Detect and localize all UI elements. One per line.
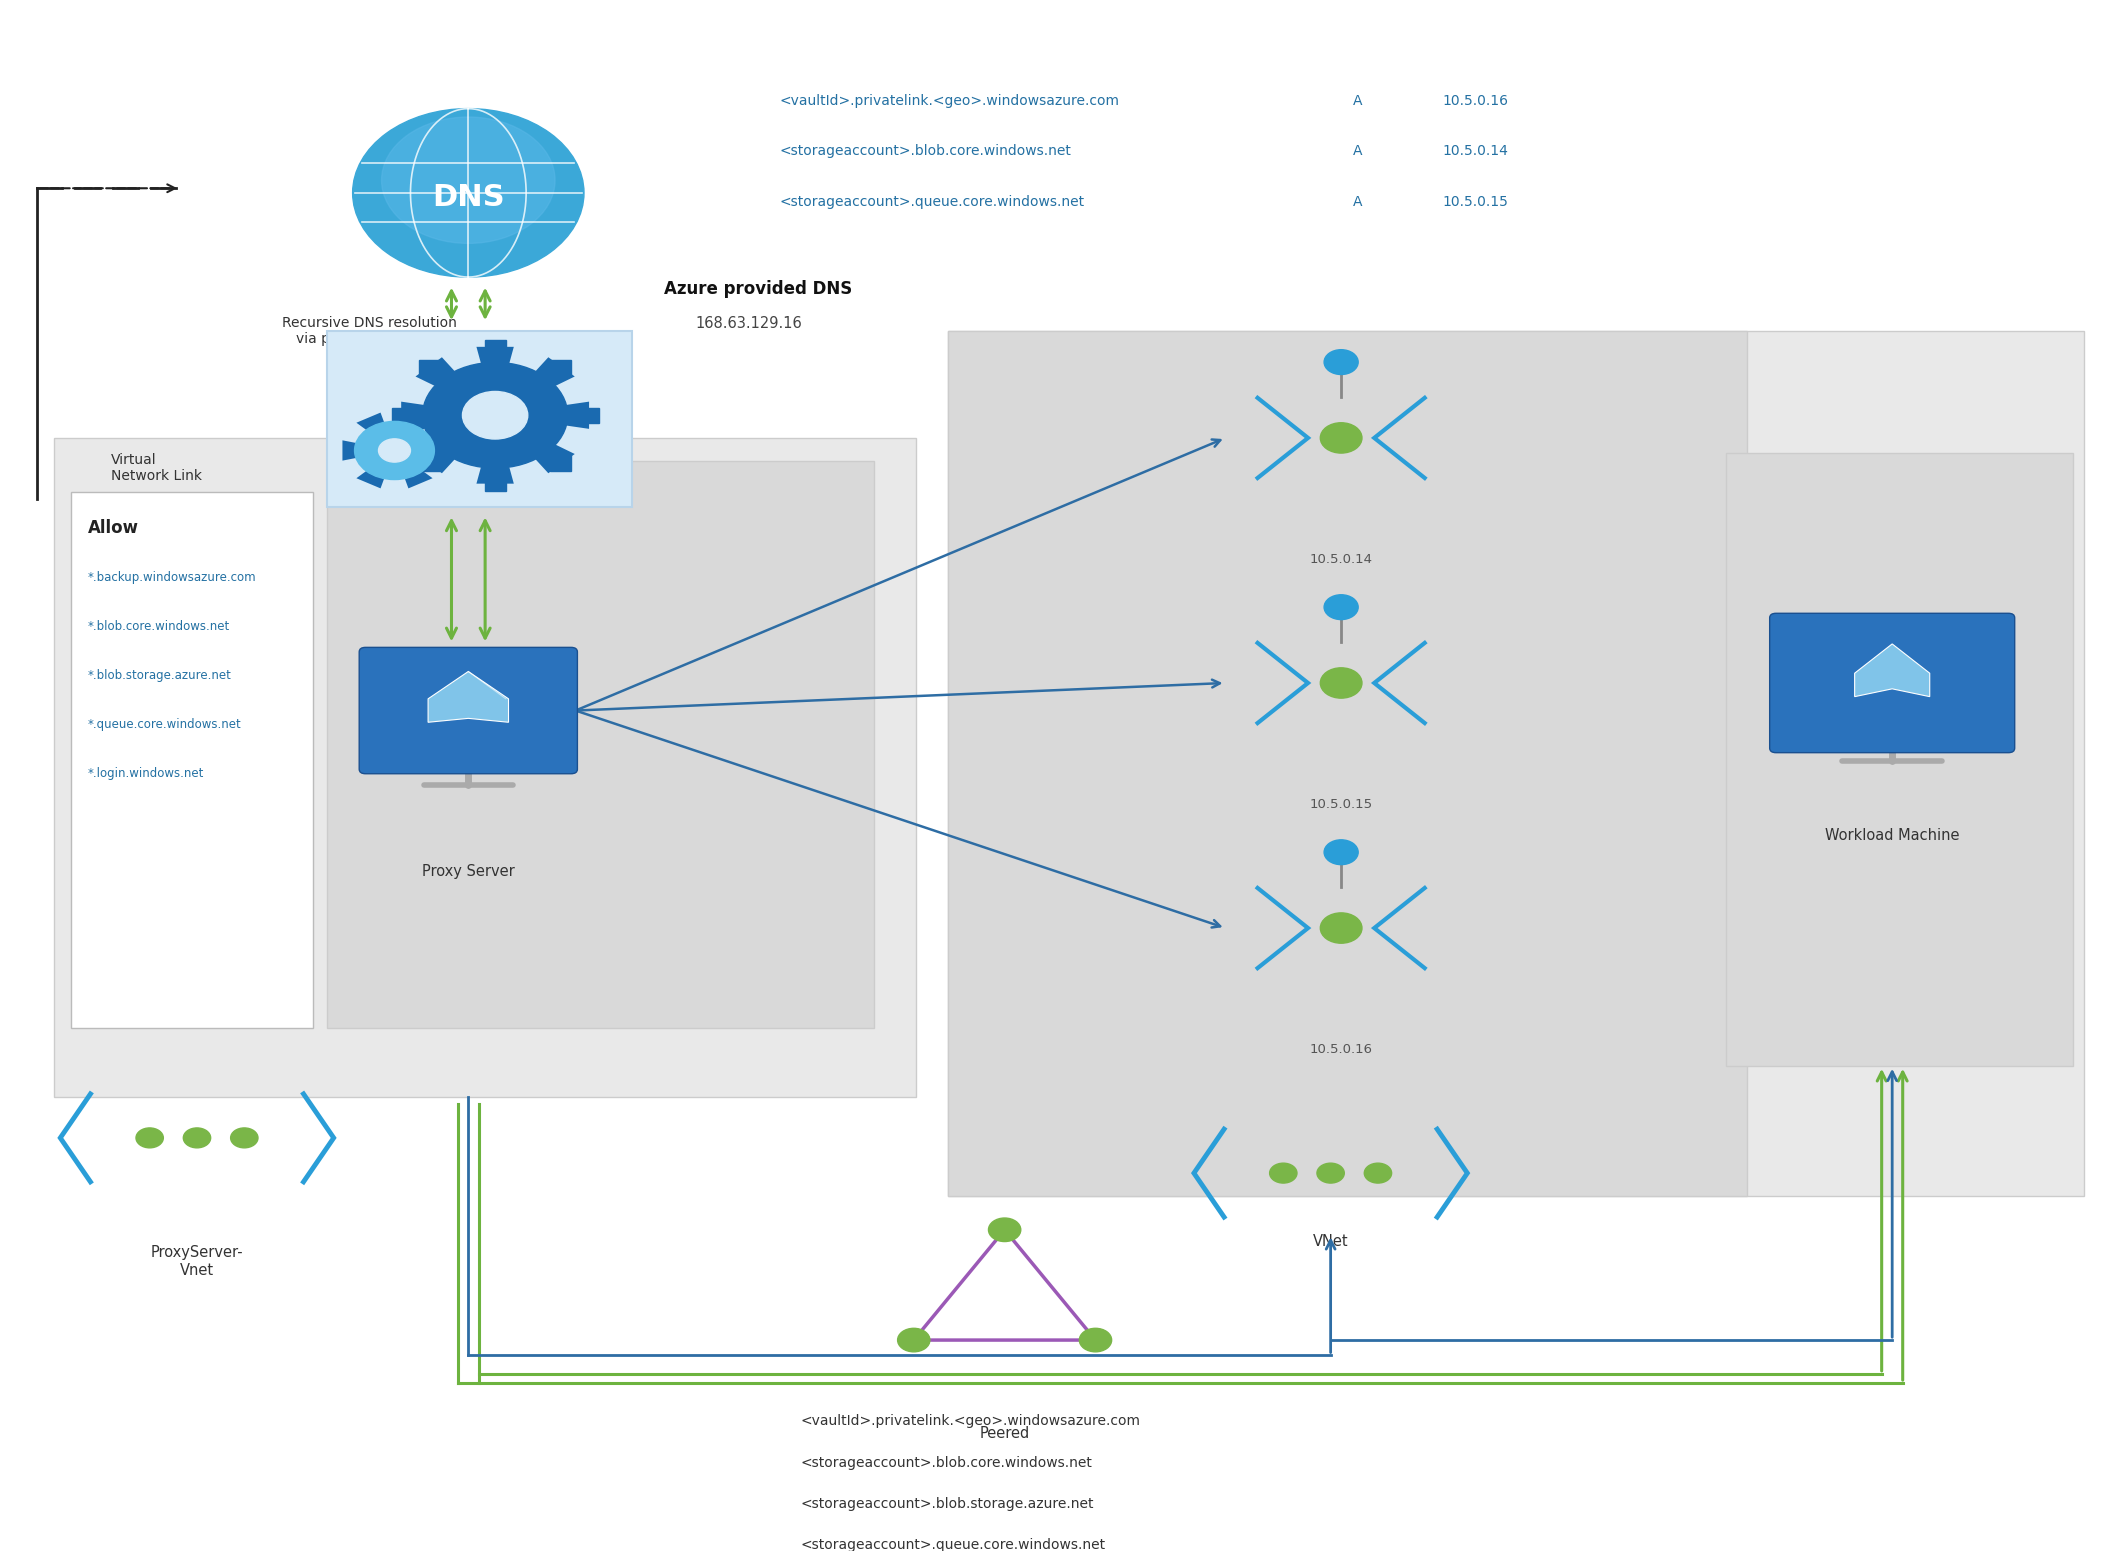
- Text: <storageaccount>.queue.core.windows.net: <storageaccount>.queue.core.windows.net: [800, 1539, 1106, 1551]
- FancyBboxPatch shape: [360, 647, 577, 774]
- Text: A: A: [1354, 144, 1363, 158]
- Circle shape: [1325, 349, 1358, 374]
- Bar: [392, 408, 413, 423]
- Polygon shape: [404, 413, 432, 430]
- Text: VNet: VNet: [1312, 1235, 1348, 1250]
- Polygon shape: [476, 467, 514, 484]
- FancyBboxPatch shape: [326, 330, 632, 507]
- FancyBboxPatch shape: [55, 437, 916, 1097]
- Circle shape: [354, 422, 434, 479]
- Circle shape: [1080, 1328, 1112, 1352]
- Text: DNS: DNS: [432, 183, 505, 211]
- Circle shape: [463, 391, 529, 439]
- FancyBboxPatch shape: [1769, 613, 2015, 752]
- Polygon shape: [404, 472, 432, 489]
- Polygon shape: [535, 357, 575, 386]
- Text: A: A: [1354, 195, 1363, 209]
- Polygon shape: [400, 402, 423, 430]
- Bar: [550, 360, 571, 375]
- Circle shape: [379, 439, 411, 462]
- Bar: [419, 360, 440, 375]
- Circle shape: [1325, 594, 1358, 619]
- Text: ProxyServer-
Vnet: ProxyServer- Vnet: [152, 1245, 244, 1278]
- Text: 10.5.0.14: 10.5.0.14: [1443, 144, 1508, 158]
- Bar: [484, 340, 505, 355]
- Text: *.login.windows.net: *.login.windows.net: [88, 768, 204, 780]
- Text: 168.63.129.16: 168.63.129.16: [695, 315, 802, 330]
- Text: <storageaccount>.queue.core.windows.net: <storageaccount>.queue.core.windows.net: [779, 195, 1085, 209]
- Circle shape: [381, 116, 556, 244]
- Text: Proxy Server: Proxy Server: [421, 864, 514, 879]
- Text: <storageaccount>.blob.storage.azure.net: <storageaccount>.blob.storage.azure.net: [800, 1497, 1095, 1511]
- Text: <vaultId>.privatelink.<geo>.windowsazure.com: <vaultId>.privatelink.<geo>.windowsazure…: [800, 1415, 1141, 1428]
- Text: Azure provided DNS: Azure provided DNS: [663, 281, 853, 298]
- Text: Workload Machine: Workload Machine: [1826, 828, 1959, 844]
- Polygon shape: [535, 445, 575, 473]
- FancyBboxPatch shape: [326, 461, 874, 1028]
- Circle shape: [1270, 1163, 1297, 1183]
- Polygon shape: [343, 440, 356, 461]
- Circle shape: [232, 1128, 257, 1148]
- Polygon shape: [415, 357, 455, 386]
- Polygon shape: [567, 402, 590, 430]
- Text: <vaultId>.privatelink.<geo>.windowsazure.com: <vaultId>.privatelink.<geo>.windowsazure…: [779, 95, 1120, 109]
- Circle shape: [1320, 914, 1363, 943]
- Text: Virtual
Network Link: Virtual Network Link: [112, 453, 202, 484]
- Text: A: A: [1354, 95, 1363, 109]
- Text: *.blob.core.windows.net: *.blob.core.windows.net: [88, 620, 230, 633]
- Bar: [577, 408, 598, 423]
- Text: Recursive DNS resolution
via private DNS zone: Recursive DNS resolution via private DNS…: [282, 315, 457, 346]
- Circle shape: [897, 1328, 931, 1352]
- Circle shape: [137, 1128, 164, 1148]
- Circle shape: [1316, 1163, 1344, 1183]
- Bar: [484, 475, 505, 490]
- Text: *.blob.storage.azure.net: *.blob.storage.azure.net: [88, 668, 232, 682]
- Text: *.queue.core.windows.net: *.queue.core.windows.net: [88, 718, 242, 731]
- Circle shape: [423, 363, 569, 468]
- FancyBboxPatch shape: [948, 330, 1748, 1196]
- Polygon shape: [476, 347, 514, 363]
- Circle shape: [1320, 423, 1363, 453]
- Polygon shape: [356, 472, 383, 489]
- Text: 10.5.0.16: 10.5.0.16: [1443, 95, 1508, 109]
- Text: Peered: Peered: [979, 1425, 1030, 1441]
- Text: <storageaccount>.blob.core.windows.net: <storageaccount>.blob.core.windows.net: [800, 1455, 1093, 1470]
- Circle shape: [988, 1218, 1021, 1241]
- Polygon shape: [356, 413, 383, 430]
- FancyBboxPatch shape: [1727, 453, 2072, 1066]
- Polygon shape: [1855, 644, 1929, 696]
- FancyBboxPatch shape: [948, 330, 2083, 1196]
- Bar: [419, 456, 440, 472]
- Polygon shape: [428, 672, 508, 723]
- FancyBboxPatch shape: [72, 492, 312, 1028]
- Text: 10.5.0.14: 10.5.0.14: [1310, 552, 1373, 566]
- Text: <storageaccount>.blob.core.windows.net: <storageaccount>.blob.core.windows.net: [779, 144, 1072, 158]
- Text: 10.5.0.15: 10.5.0.15: [1443, 195, 1508, 209]
- Circle shape: [183, 1128, 211, 1148]
- Circle shape: [352, 109, 583, 278]
- Polygon shape: [415, 445, 455, 473]
- Circle shape: [1325, 839, 1358, 864]
- Bar: [550, 456, 571, 472]
- Text: *.backup.windowsazure.com: *.backup.windowsazure.com: [88, 571, 257, 585]
- Polygon shape: [434, 440, 446, 461]
- Circle shape: [1320, 668, 1363, 698]
- Text: 10.5.0.16: 10.5.0.16: [1310, 1042, 1373, 1056]
- Text: 10.5.0.15: 10.5.0.15: [1310, 797, 1373, 811]
- Circle shape: [1365, 1163, 1392, 1183]
- Text: Allow: Allow: [88, 520, 139, 537]
